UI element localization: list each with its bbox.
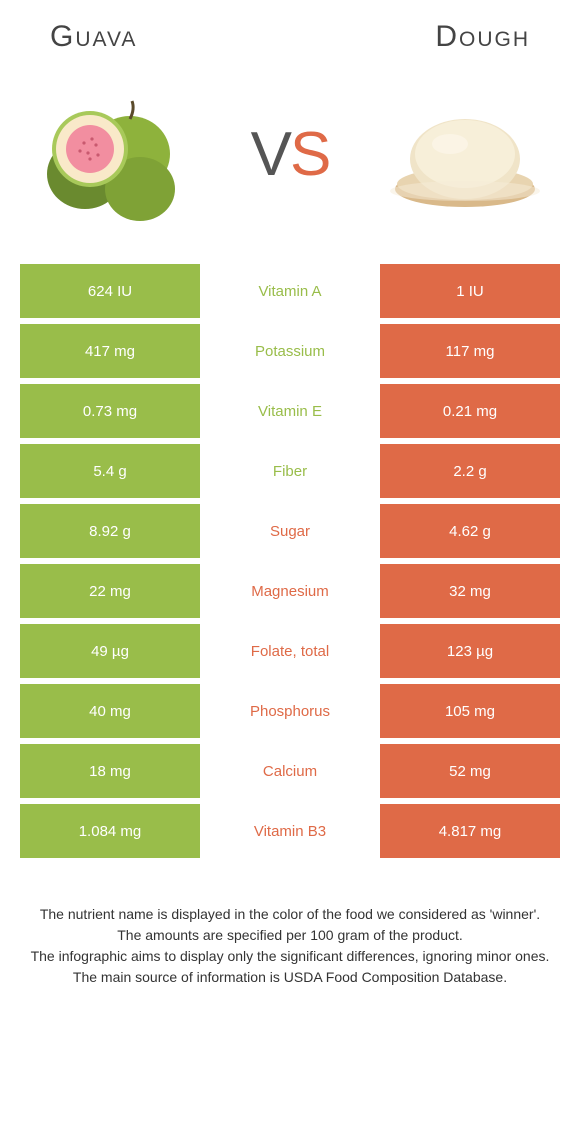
- footer-notes: The nutrient name is displayed in the co…: [0, 864, 580, 988]
- vs-label: VS: [251, 119, 330, 190]
- guava-value: 8.92 g: [20, 504, 200, 558]
- table-row: 5.4 g Fiber 2.2 g: [20, 444, 560, 498]
- table-row: 18 mg Calcium 52 mg: [20, 744, 560, 798]
- header-right: Dough: [435, 20, 530, 54]
- nutrient-name: Vitamin A: [200, 264, 380, 318]
- dough-value: 4.62 g: [380, 504, 560, 558]
- comparison-table: 624 IU Vitamin A 1 IU 417 mg Potassium 1…: [20, 264, 560, 858]
- dough-value: 105 mg: [380, 684, 560, 738]
- nutrient-name: Magnesium: [200, 564, 380, 618]
- dough-value: 2.2 g: [380, 444, 560, 498]
- footer-line: The main source of information is USDA F…: [30, 967, 550, 988]
- dough-value: 123 µg: [380, 624, 560, 678]
- header-row: Guava Dough: [0, 20, 580, 54]
- dough-value: 117 mg: [380, 324, 560, 378]
- guava-image: [30, 79, 200, 229]
- footer-line: The amounts are specified per 100 gram o…: [30, 925, 550, 946]
- hero-row: VS: [0, 79, 580, 229]
- guava-value: 22 mg: [20, 564, 200, 618]
- guava-value: 49 µg: [20, 624, 200, 678]
- guava-value: 5.4 g: [20, 444, 200, 498]
- table-row: 0.73 mg Vitamin E 0.21 mg: [20, 384, 560, 438]
- dough-image: [380, 79, 550, 229]
- vs-v: V: [251, 120, 290, 189]
- nutrient-name: Fiber: [200, 444, 380, 498]
- guava-value: 18 mg: [20, 744, 200, 798]
- dough-value: 1 IU: [380, 264, 560, 318]
- vs-s: S: [290, 120, 329, 189]
- nutrient-name: Vitamin B3: [200, 804, 380, 858]
- nutrient-name: Vitamin E: [200, 384, 380, 438]
- nutrient-name: Potassium: [200, 324, 380, 378]
- table-row: 8.92 g Sugar 4.62 g: [20, 504, 560, 558]
- footer-line: The infographic aims to display only the…: [30, 946, 550, 967]
- nutrient-name: Sugar: [200, 504, 380, 558]
- dough-value: 32 mg: [380, 564, 560, 618]
- guava-value: 0.73 mg: [20, 384, 200, 438]
- dough-value: 0.21 mg: [380, 384, 560, 438]
- dough-value: 52 mg: [380, 744, 560, 798]
- table-row: 1.084 mg Vitamin B3 4.817 mg: [20, 804, 560, 858]
- dough-value: 4.817 mg: [380, 804, 560, 858]
- nutrient-name: Folate, total: [200, 624, 380, 678]
- guava-value: 417 mg: [20, 324, 200, 378]
- table-row: 49 µg Folate, total 123 µg: [20, 624, 560, 678]
- table-row: 417 mg Potassium 117 mg: [20, 324, 560, 378]
- guava-value: 624 IU: [20, 264, 200, 318]
- guava-value: 40 mg: [20, 684, 200, 738]
- table-row: 22 mg Magnesium 32 mg: [20, 564, 560, 618]
- table-row: 40 mg Phosphorus 105 mg: [20, 684, 560, 738]
- nutrient-name: Phosphorus: [200, 684, 380, 738]
- table-row: 624 IU Vitamin A 1 IU: [20, 264, 560, 318]
- nutrient-name: Calcium: [200, 744, 380, 798]
- footer-line: The nutrient name is displayed in the co…: [30, 904, 550, 925]
- header-left: Guava: [50, 20, 137, 54]
- guava-value: 1.084 mg: [20, 804, 200, 858]
